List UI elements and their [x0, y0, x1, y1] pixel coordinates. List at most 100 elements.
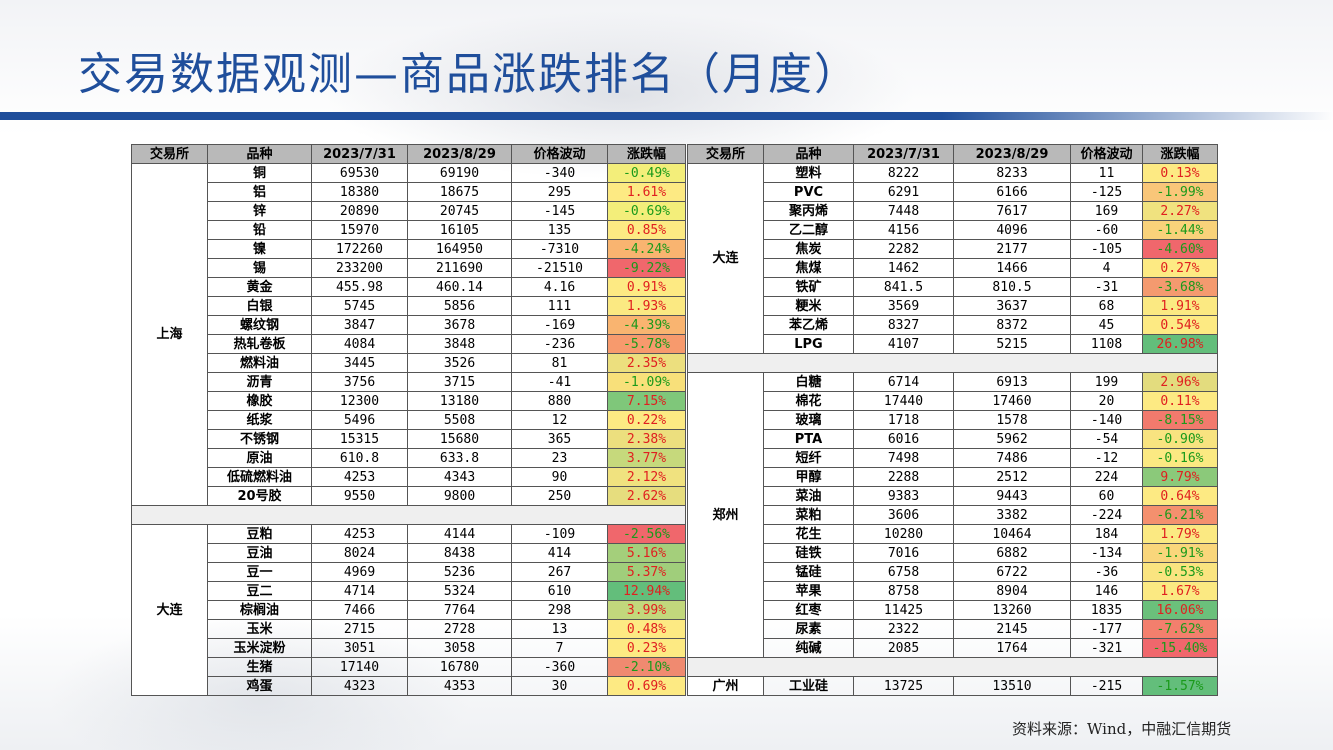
price-end-cell: 9443 — [953, 486, 1071, 506]
header-product: 品种 — [207, 144, 312, 164]
price-start-cell: 69530 — [311, 163, 408, 183]
price-start-cell: 9550 — [311, 486, 408, 506]
table-row: 豆二 4714 5324 610 12.94% — [132, 581, 686, 601]
price-start-cell: 7448 — [853, 201, 954, 221]
price-change-cell: 880 — [511, 391, 608, 411]
price-start-cell: 10280 — [853, 524, 954, 544]
price-change-cell: -215 — [1070, 676, 1143, 696]
price-start-cell: 8327 — [853, 315, 954, 335]
group-separator-row — [687, 353, 1218, 373]
pct-change-cell: -15.40% — [1142, 638, 1218, 658]
pct-change-cell: -1.44% — [1142, 220, 1218, 240]
price-change-cell: 13 — [511, 619, 608, 639]
price-start-cell: 12300 — [311, 391, 408, 411]
price-end-cell: 1466 — [953, 258, 1071, 278]
table-row: 锡 233200 211690 -21510 -9.22% — [132, 258, 686, 278]
price-change-cell: 68 — [1070, 296, 1143, 316]
price-end-cell: 2512 — [953, 467, 1071, 487]
price-change-cell: 267 — [511, 562, 608, 582]
pct-change-cell: -0.90% — [1142, 429, 1218, 449]
price-change-cell: -360 — [511, 657, 608, 677]
product-name-cell: 苹果 — [763, 581, 854, 601]
price-start-cell: 9383 — [853, 486, 954, 506]
price-change-cell: -12 — [1070, 448, 1143, 468]
price-start-cell: 20890 — [311, 201, 408, 221]
price-end-cell: 810.5 — [953, 277, 1071, 297]
pct-change-cell: 0.23% — [607, 638, 686, 658]
table-row: 锌 20890 20745 -145 -0.69% — [132, 201, 686, 221]
price-change-cell: 81 — [511, 353, 608, 373]
price-change-cell: 7 — [511, 638, 608, 658]
product-name-cell: 粳米 — [763, 296, 854, 316]
price-end-cell: 4144 — [407, 524, 512, 544]
price-end-cell: 5856 — [407, 296, 512, 316]
product-name-cell: 纯碱 — [763, 638, 854, 658]
price-change-cell: 1108 — [1070, 334, 1143, 354]
price-end-cell: 7486 — [953, 448, 1071, 468]
price-end-cell: 6166 — [953, 182, 1071, 202]
price-change-cell: 20 — [1070, 391, 1143, 411]
price-end-cell: 3848 — [407, 334, 512, 354]
price-end-cell: 18675 — [407, 182, 512, 202]
table-row: 低硫燃料油 4253 4343 90 2.12% — [132, 467, 686, 487]
separator-cell — [687, 657, 1218, 677]
price-end-cell: 6913 — [953, 372, 1071, 392]
price-end-cell: 3678 — [407, 315, 512, 335]
table-row: 螺纹钢 3847 3678 -169 -4.39% — [132, 315, 686, 335]
product-name-cell: 玻璃 — [763, 410, 854, 430]
pct-change-cell: 0.85% — [607, 220, 686, 240]
price-start-cell: 2288 — [853, 467, 954, 487]
price-change-cell: 365 — [511, 429, 608, 449]
exchange-cell: 郑州 — [687, 372, 764, 658]
price-change-cell: -169 — [511, 315, 608, 335]
price-change-cell: 199 — [1070, 372, 1143, 392]
price-change-cell: -109 — [511, 524, 608, 544]
price-change-cell: 23 — [511, 448, 608, 468]
price-end-cell: 13180 — [407, 391, 512, 411]
exchange-cell: 上海 — [131, 163, 208, 506]
pct-change-cell: 0.54% — [1142, 315, 1218, 335]
product-name-cell: 铅 — [207, 220, 312, 240]
header-change: 价格波动 — [511, 144, 608, 164]
price-change-cell: -60 — [1070, 220, 1143, 240]
product-name-cell: 低硫燃料油 — [207, 467, 312, 487]
product-name-cell: 鸡蛋 — [207, 676, 312, 696]
pct-change-cell: 1.61% — [607, 182, 686, 202]
price-start-cell: 455.98 — [311, 277, 408, 297]
table-row: 黄金 455.98 460.14 4.16 0.91% — [132, 277, 686, 297]
price-end-cell: 3637 — [953, 296, 1071, 316]
pct-change-cell: 0.48% — [607, 619, 686, 639]
price-start-cell: 6016 — [853, 429, 954, 449]
price-start-cell: 2322 — [853, 619, 954, 639]
table-row: 不锈钢 15315 15680 365 2.38% — [132, 429, 686, 449]
price-start-cell: 610.8 — [311, 448, 408, 468]
price-change-cell: -41 — [511, 372, 608, 392]
price-start-cell: 17140 — [311, 657, 408, 677]
price-start-cell: 8024 — [311, 543, 408, 563]
table-row: 20号胶 9550 9800 250 2.62% — [132, 486, 686, 506]
table-row: 大连 豆粕 4253 4144 -109 -2.56% — [131, 524, 686, 696]
price-change-cell: -340 — [511, 163, 608, 183]
price-change-cell: 12 — [511, 410, 608, 430]
price-change-cell: -36 — [1070, 562, 1143, 582]
product-name-cell: 豆二 — [207, 581, 312, 601]
price-end-cell: 1578 — [953, 410, 1071, 430]
table-row: 沥青 3756 3715 -41 -1.09% — [132, 372, 686, 392]
price-change-cell: 184 — [1070, 524, 1143, 544]
pct-change-cell: 0.22% — [607, 410, 686, 430]
product-name-cell: 橡胶 — [207, 391, 312, 411]
product-name-cell: 玉米淀粉 — [207, 638, 312, 658]
price-start-cell: 18380 — [311, 182, 408, 202]
price-end-cell: 7617 — [953, 201, 1071, 221]
price-start-cell: 4253 — [311, 467, 408, 487]
price-end-cell: 3382 — [953, 505, 1071, 525]
pct-change-cell: 9.79% — [1142, 467, 1218, 487]
pct-change-cell: 2.35% — [607, 353, 686, 373]
pct-change-cell: -4.39% — [607, 315, 686, 335]
pct-change-cell: 12.94% — [607, 581, 686, 601]
table-row: 硅铁 7016 6882 -134 -1.91% — [688, 543, 1218, 563]
price-end-cell: 8904 — [953, 581, 1071, 601]
price-change-cell: -177 — [1070, 619, 1143, 639]
header-date2: 2023/8/29 — [407, 144, 512, 164]
header-product: 品种 — [763, 144, 854, 164]
